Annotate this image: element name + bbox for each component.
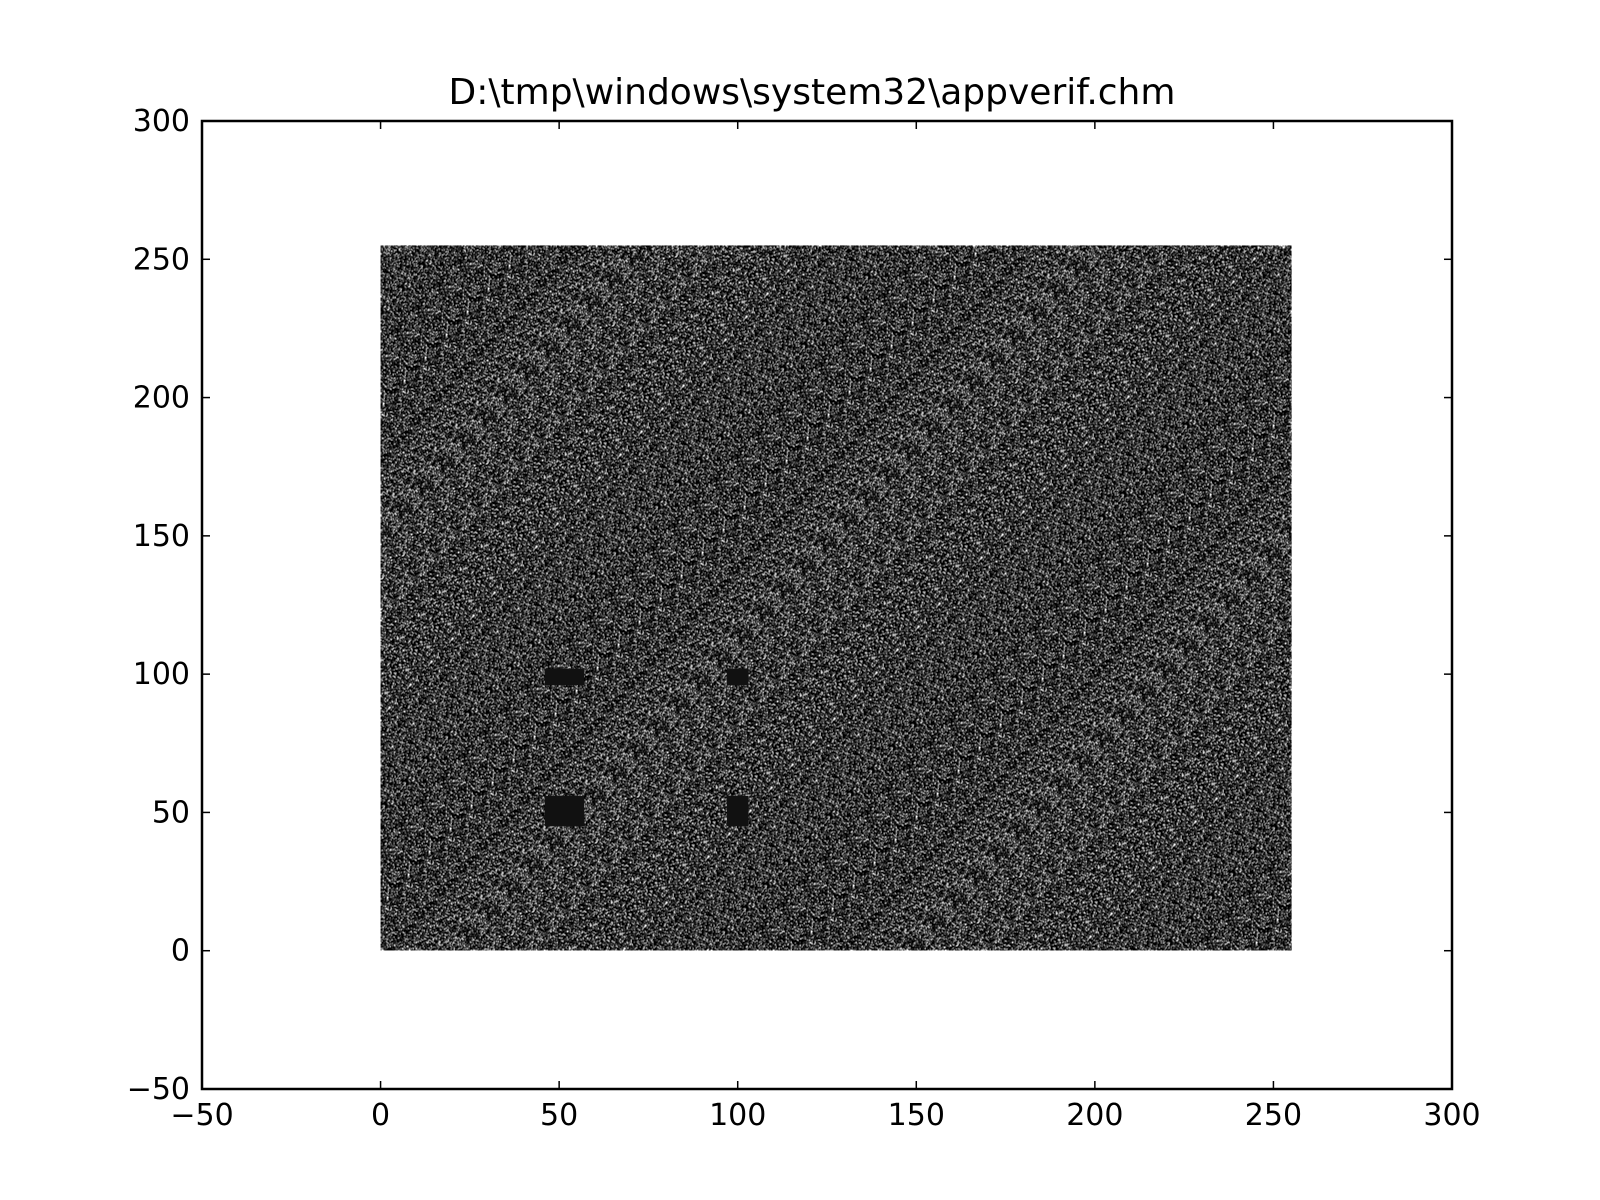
y-tick-label: 0	[171, 934, 190, 969]
x-tick-label: 0	[371, 1098, 390, 1133]
y-tick-label: 250	[133, 242, 190, 277]
y-tick-label: 150	[133, 519, 190, 554]
x-tick-label: 250	[1245, 1098, 1302, 1133]
dense-cluster-3	[727, 795, 749, 827]
dense-cluster-2	[544, 795, 585, 827]
dense-cluster-0	[544, 668, 585, 686]
scatter-series-byte-pairs	[380, 245, 1292, 951]
x-tick-label: −50	[170, 1098, 233, 1133]
chart-title: D:\tmp\windows\system32\appverif.chm	[449, 72, 1176, 113]
x-tick-label: 200	[1066, 1098, 1123, 1133]
y-tick-label: −50	[127, 1072, 190, 1107]
y-tick-label: 100	[133, 657, 190, 692]
x-tick-label: 300	[1423, 1098, 1480, 1133]
dense-cluster-1	[727, 668, 749, 686]
y-tick-label: 50	[152, 795, 190, 830]
x-tick-label: 50	[540, 1098, 578, 1133]
scatter-points	[380, 245, 1292, 951]
dense-clusters	[544, 668, 749, 827]
y-tick-label: 300	[133, 104, 190, 139]
plot-area: −50 0 50 100 150 200 250 300 −50 0 50 100 150 200 250…	[127, 104, 1481, 1133]
y-tick-label: 200	[133, 381, 190, 416]
y-axis-ticks: −50 0 50 100 150 200 250 300	[127, 104, 1452, 1107]
x-axis-ticks: −50 0 50 100 150 200 250 300	[170, 121, 1481, 1133]
x-tick-label: 100	[709, 1098, 766, 1133]
x-tick-label: 150	[888, 1098, 945, 1133]
axes-frame	[200, 119, 1454, 1091]
